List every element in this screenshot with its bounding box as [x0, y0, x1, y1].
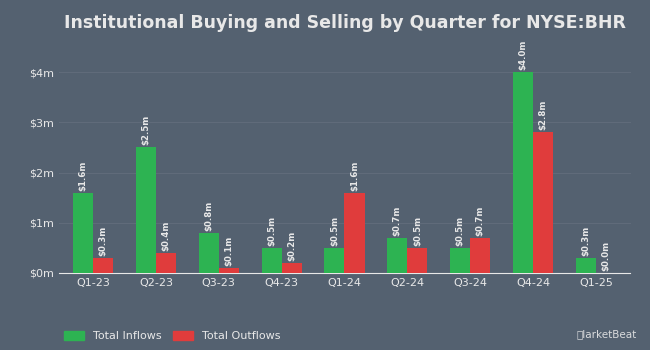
Bar [93, 258, 113, 273]
Text: $0.3m: $0.3m [99, 226, 108, 256]
Text: $0.1m: $0.1m [224, 236, 233, 266]
Bar [513, 72, 533, 273]
Bar [450, 248, 470, 273]
Title: Institutional Buying and Selling by Quarter for NYSE:BHR: Institutional Buying and Selling by Quar… [64, 14, 625, 32]
Legend: Total Inflows, Total Outflows: Total Inflows, Total Outflows [64, 331, 280, 341]
Text: $0.5m: $0.5m [456, 216, 465, 246]
Bar [533, 132, 553, 273]
Bar [408, 248, 428, 273]
Text: $2.8m: $2.8m [539, 100, 548, 131]
Bar [344, 193, 365, 273]
Bar [281, 263, 302, 273]
Bar [219, 268, 239, 273]
Text: $0.7m: $0.7m [476, 205, 485, 236]
Text: $0.7m: $0.7m [393, 205, 402, 236]
Text: $0.8m: $0.8m [204, 201, 213, 231]
Text: $0.3m: $0.3m [581, 226, 590, 256]
Bar [73, 193, 93, 273]
Text: $0.5m: $0.5m [267, 216, 276, 246]
Bar [576, 258, 596, 273]
Bar [324, 248, 345, 273]
Text: $4.0m: $4.0m [519, 40, 528, 70]
Text: $2.5m: $2.5m [141, 115, 150, 146]
Text: $1.6m: $1.6m [79, 160, 88, 191]
Text: $1.6m: $1.6m [350, 160, 359, 191]
Text: $0.0m: $0.0m [601, 241, 610, 271]
Text: ⼿larketBeat: ⼿larketBeat [577, 329, 637, 340]
Bar [199, 233, 219, 273]
Text: $0.5m: $0.5m [330, 216, 339, 246]
Bar [470, 238, 490, 273]
Bar [156, 253, 176, 273]
Bar [261, 248, 281, 273]
Bar [387, 238, 408, 273]
Text: $0.2m: $0.2m [287, 231, 296, 261]
Bar [136, 147, 156, 273]
Text: $0.5m: $0.5m [413, 216, 422, 246]
Text: $0.4m: $0.4m [161, 220, 170, 251]
